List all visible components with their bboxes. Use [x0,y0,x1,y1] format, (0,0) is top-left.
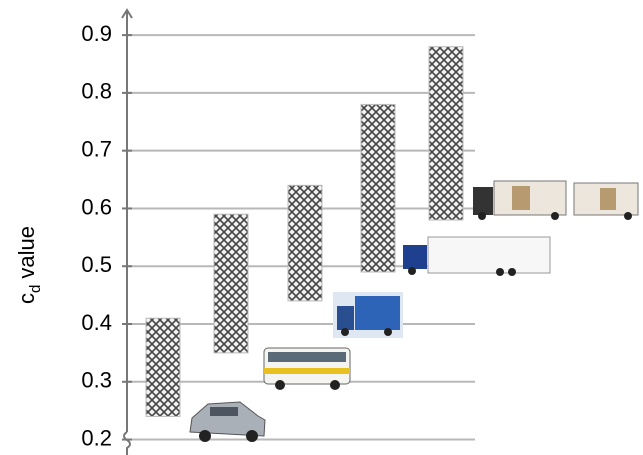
truck-image [333,292,403,338]
y-label-c: c [14,293,39,304]
y-tick-label: 0.6 [81,194,112,219]
y-tick-label: 0.4 [81,310,112,335]
y-label-sub: d [27,285,44,293]
semi-image [403,236,551,276]
y-tick-label: 0.2 [81,425,112,450]
y-tick-label: 0.9 [81,21,112,46]
y-axis [121,8,133,455]
y-tick-label: 0.3 [81,368,112,393]
car-image [189,401,266,442]
y-tick-label: 0.5 [81,252,112,277]
bus-image [263,347,351,390]
y-tick-label: 0.7 [81,136,112,161]
y-axis-label: cd value [14,226,44,304]
range-bar [145,317,181,417]
truck-trailer-image [473,180,639,220]
range-bar [213,213,249,354]
y-label-rest: value [14,226,39,285]
range-bar [428,46,464,221]
y-tick-label: 0.8 [81,79,112,104]
range-bar [360,103,396,273]
range-bar [287,184,323,302]
